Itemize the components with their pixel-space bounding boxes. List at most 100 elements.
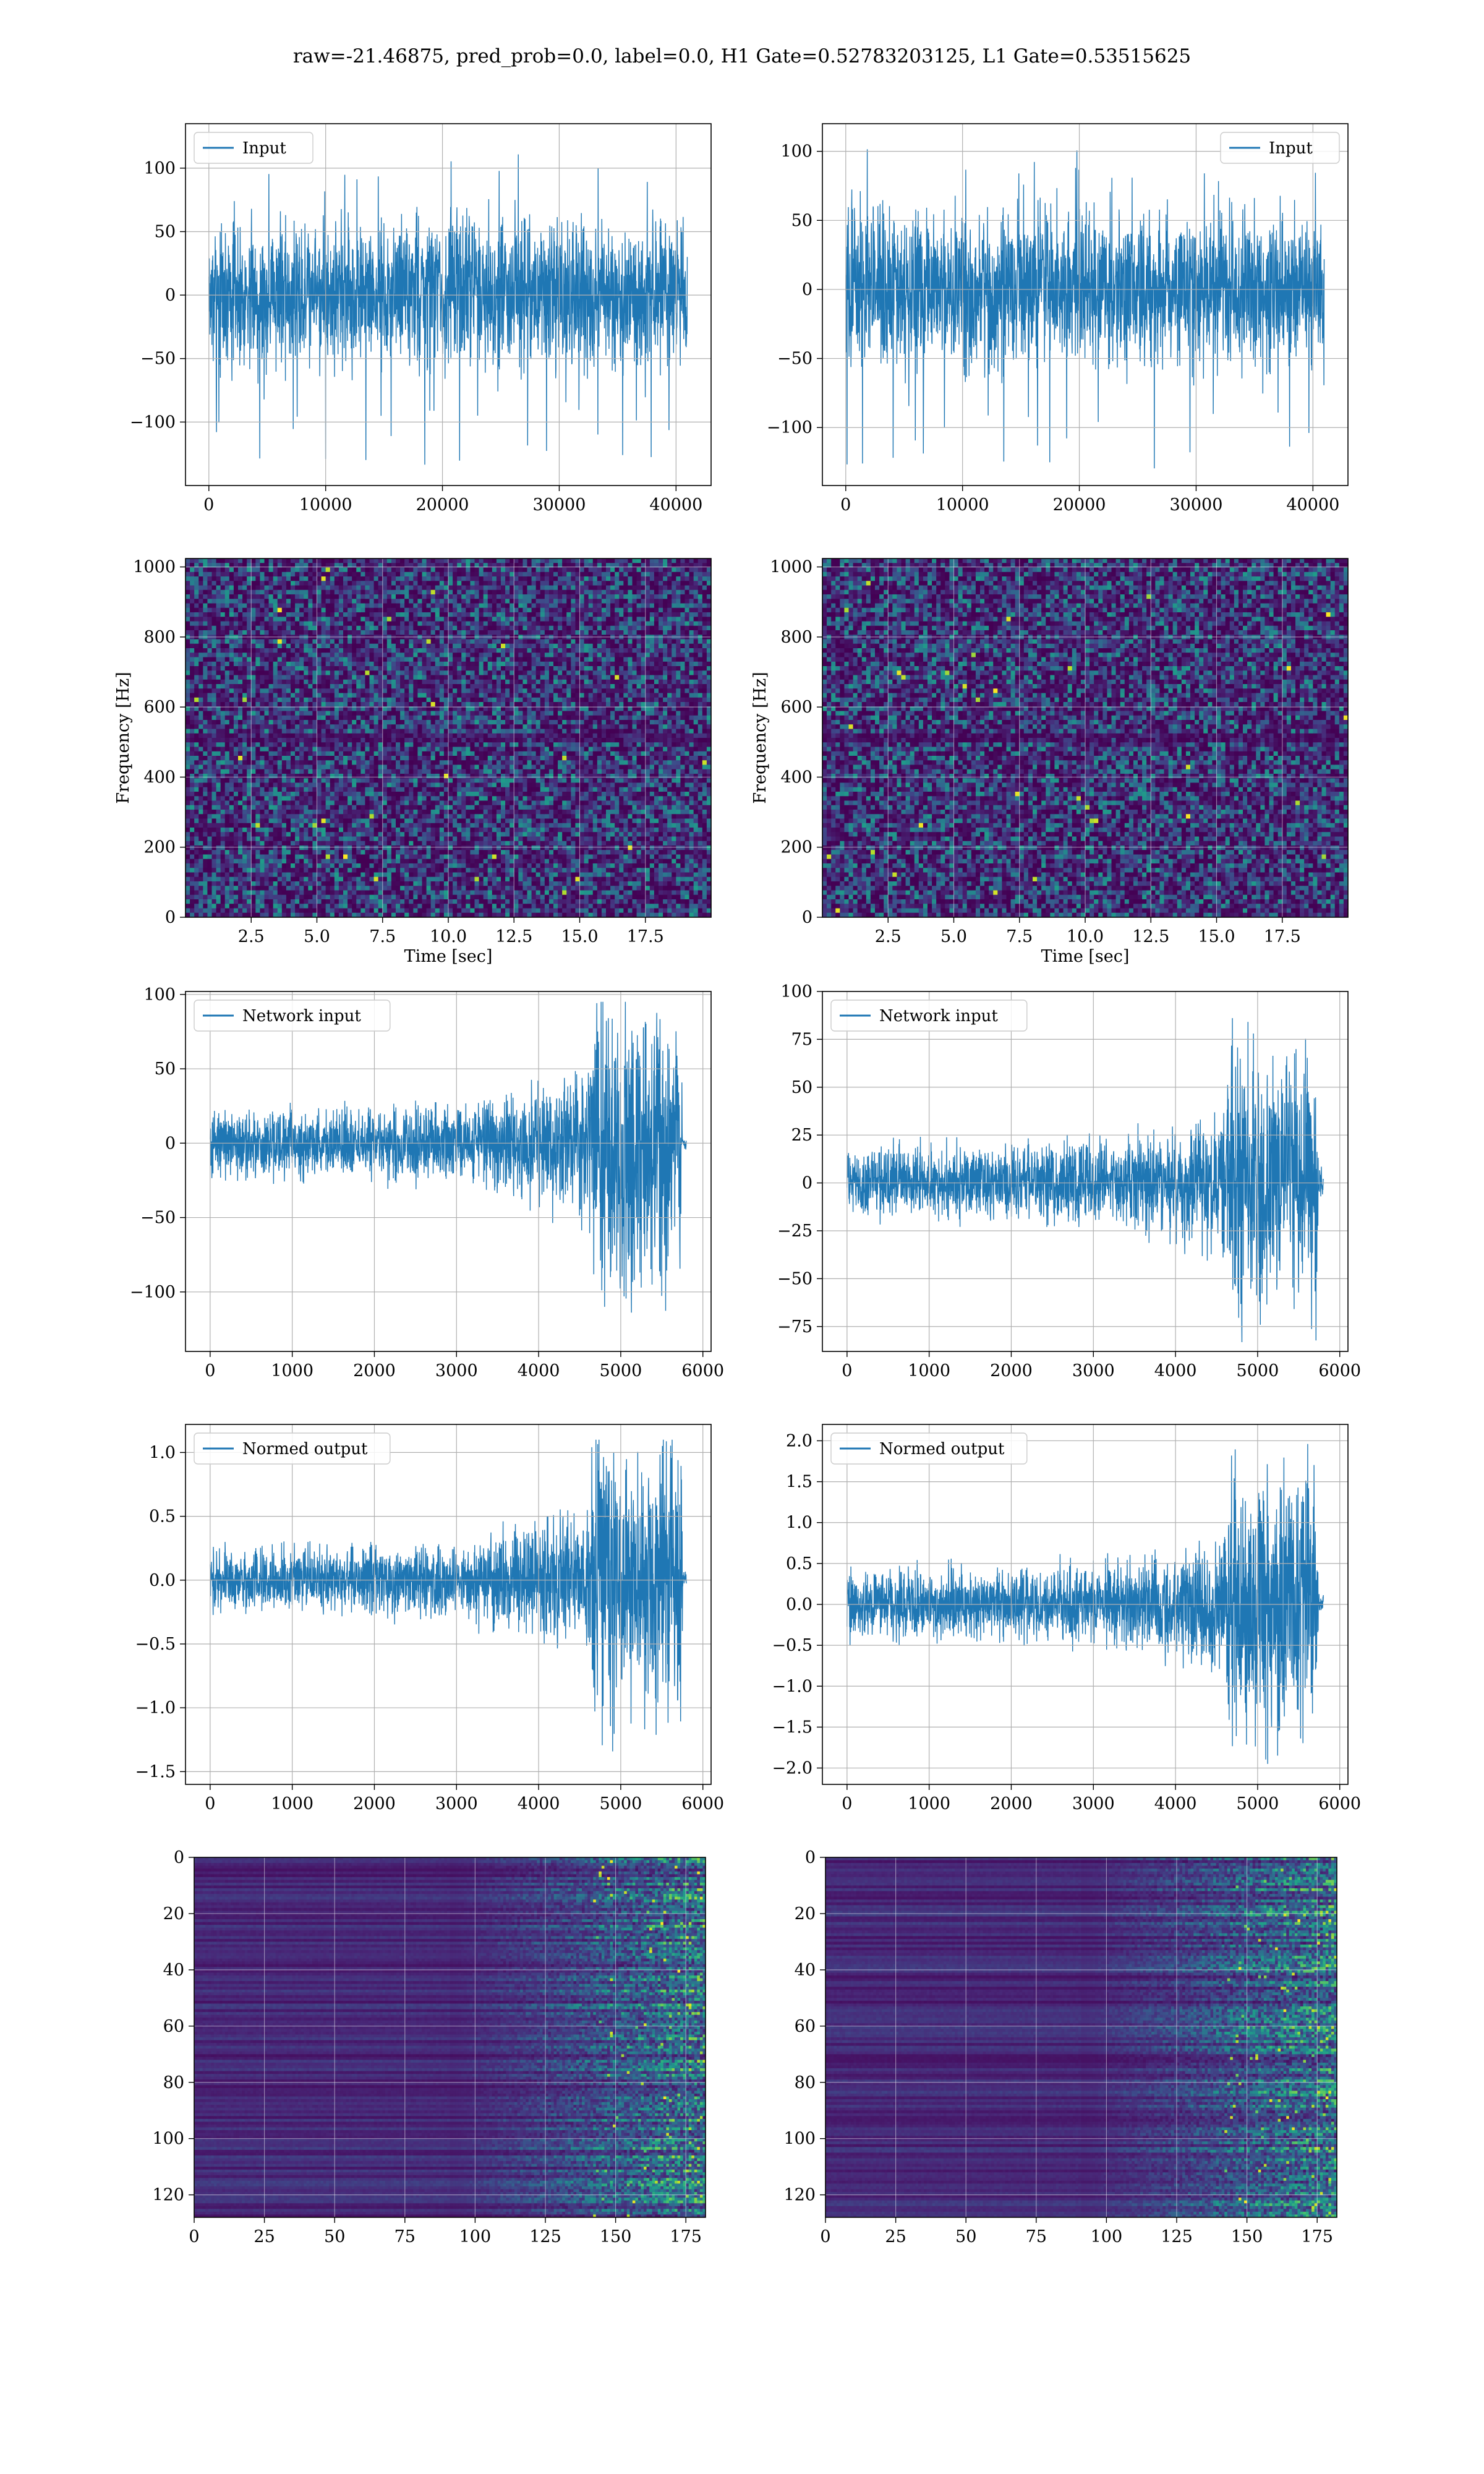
- y-tick-label: 80: [163, 2073, 184, 2092]
- x-tick-label: 5000: [600, 1361, 642, 1380]
- legend: Normed output: [194, 1433, 390, 1464]
- x-tick-label: 12.5: [1132, 927, 1169, 946]
- plot-area: [194, 1857, 706, 2218]
- legend-label: Input: [242, 139, 286, 158]
- x-tick-label: 5000: [600, 1794, 642, 1813]
- y-tick-label: 25: [791, 1126, 812, 1145]
- x-tick-label: 5.0: [304, 927, 330, 946]
- y-tick-label: 0.5: [786, 1554, 812, 1573]
- x-tick-label: 3000: [1072, 1794, 1115, 1813]
- y-tick-label: 0: [802, 1174, 812, 1193]
- y-tick-label: 0: [802, 280, 812, 299]
- x-tick-label: 4000: [518, 1361, 560, 1380]
- plot-area: [822, 991, 1348, 1351]
- y-tick-label: 0: [165, 908, 176, 927]
- y-tick-label: 800: [780, 628, 812, 647]
- x-tick-label: 20000: [1053, 495, 1106, 515]
- x-tick-label: 0: [820, 2227, 830, 2246]
- y-tick-label: 75: [791, 1030, 812, 1049]
- legend-label: Normed output: [879, 1440, 1005, 1458]
- x-tick-label: 20000: [416, 495, 469, 515]
- x-tick-label: 5000: [1237, 1361, 1279, 1380]
- y-tick-label: −1.5: [135, 1762, 176, 1781]
- x-tick-label: 2000: [990, 1361, 1033, 1380]
- y-tick-label: 100: [143, 985, 176, 1004]
- x-tick-label: 25: [885, 2227, 906, 2246]
- y-tick-label: 0: [802, 908, 812, 927]
- y-tick-label: 100: [783, 2129, 816, 2149]
- x-tick-label: 175: [670, 2227, 702, 2246]
- x-tick-label: 15.0: [561, 927, 598, 946]
- legend-label: Normed output: [242, 1440, 368, 1458]
- plot-area: [825, 1857, 1337, 2218]
- x-tick-label: 0: [840, 495, 851, 515]
- x-tick-label: 2000: [353, 1361, 396, 1380]
- y-tick-label: −1.0: [135, 1698, 176, 1718]
- x-tick-label: 50: [324, 2227, 345, 2246]
- plot-area: [822, 559, 1349, 918]
- y-tick-label: 50: [791, 211, 812, 230]
- x-tick-label: 30000: [1169, 495, 1222, 515]
- x-tick-label: 100: [459, 2227, 492, 2246]
- series-line: [210, 1440, 686, 1752]
- y-tick-label: 100: [143, 159, 176, 178]
- x-tick-label: 0: [203, 495, 214, 515]
- y-tick-label: 0: [805, 1848, 816, 1867]
- x-tick-label: 4000: [1154, 1361, 1197, 1380]
- y-tick-label: 60: [163, 2017, 184, 2036]
- legend: Input: [1221, 132, 1339, 163]
- grid: [822, 1424, 1348, 1784]
- plot-area: [186, 1424, 711, 1784]
- y-tick-label: 400: [143, 768, 176, 787]
- x-tick-label: 17.5: [627, 927, 664, 946]
- legend-label: Network input: [879, 1007, 998, 1025]
- x-axis-label: Time [sec]: [404, 947, 493, 966]
- y-tick-label: −0.5: [772, 1636, 812, 1655]
- x-tick-label: 0: [189, 2227, 199, 2246]
- y-tick-label: 0.0: [149, 1571, 176, 1590]
- x-tick-label: 40000: [649, 495, 702, 515]
- x-tick-label: 15.0: [1198, 927, 1235, 946]
- series-line: [847, 1018, 1323, 1342]
- y-tick-label: 1000: [133, 558, 176, 577]
- x-tick-label: 175: [1301, 2227, 1333, 2246]
- y-tick-label: −50: [777, 349, 812, 369]
- x-tick-label: 0: [842, 1794, 852, 1813]
- x-tick-label: 10.0: [1067, 927, 1104, 946]
- y-tick-label: 0.0: [786, 1595, 812, 1614]
- series-line: [847, 1444, 1323, 1764]
- y-tick-label: 1.0: [149, 1443, 176, 1462]
- y-axis-label: Frequency [Hz]: [751, 672, 770, 803]
- x-tick-label: 0: [842, 1361, 852, 1380]
- chart-l1-normed-output: 0 1000 2000 3000 4000 5000 6000−2.0−1.5−1.0−0.…: [772, 1424, 1361, 1813]
- x-tick-label: 10000: [936, 495, 989, 515]
- x-tick-label: 4000: [518, 1794, 560, 1813]
- y-tick-label: −100: [130, 413, 176, 432]
- legend: Input: [194, 132, 313, 163]
- plot-area: [822, 124, 1348, 486]
- y-tick-label: 40: [795, 1961, 816, 1980]
- x-tick-label: 0: [205, 1361, 215, 1380]
- chart-h1-spectrogram: 2.5 5.0 7.5 10.0 12.5 15.0 17.5020040060080010…: [114, 558, 712, 966]
- x-tick-label: 25: [254, 2227, 275, 2246]
- x-tick-label: 3000: [435, 1361, 478, 1380]
- y-tick-label: −0.5: [135, 1635, 176, 1654]
- y-tick-label: 50: [155, 222, 176, 241]
- y-tick-label: −75: [777, 1317, 812, 1337]
- y-tick-label: 100: [780, 982, 812, 1001]
- y-tick-label: 200: [143, 838, 176, 857]
- x-tick-label: 5.0: [940, 927, 967, 946]
- legend-label: Network input: [242, 1007, 361, 1025]
- x-tick-label: 150: [600, 2227, 632, 2246]
- y-tick-label: 20: [795, 1904, 816, 1924]
- series-line: [846, 149, 1324, 468]
- x-tick-label: 7.5: [1006, 927, 1033, 946]
- y-tick-label: 0: [174, 1848, 184, 1867]
- y-tick-label: 600: [780, 698, 812, 717]
- x-tick-label: 2000: [353, 1794, 396, 1813]
- x-tick-label: 100: [1091, 2227, 1123, 2246]
- x-tick-label: 6000: [1318, 1794, 1361, 1813]
